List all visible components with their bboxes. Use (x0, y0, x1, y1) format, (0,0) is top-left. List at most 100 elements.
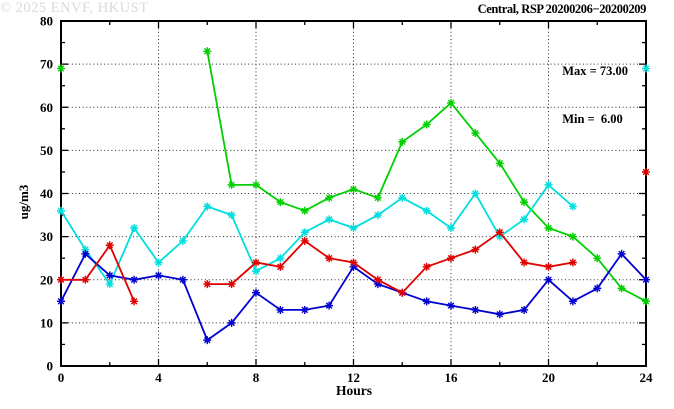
data-point-marker (300, 206, 309, 215)
x-tick-label: 8 (253, 370, 260, 385)
y-axis-label: ug/m3 (16, 184, 31, 220)
data-point-marker (325, 193, 334, 202)
data-point-marker (349, 262, 358, 271)
series-red (57, 167, 650, 306)
data-point-marker (276, 305, 285, 314)
data-point-marker (568, 232, 577, 241)
data-point-marker (398, 193, 407, 202)
data-point-marker (252, 180, 260, 189)
data-point-marker (422, 262, 431, 271)
data-point-marker (105, 271, 114, 280)
data-point-marker (642, 64, 650, 73)
data-point-marker (520, 258, 529, 267)
y-tick-label: 30 (40, 229, 53, 244)
data-point-marker (227, 180, 236, 189)
data-point-marker (642, 275, 650, 284)
series-green (57, 47, 650, 306)
data-point-marker (349, 258, 358, 267)
series-blue (57, 249, 650, 345)
data-point-marker (203, 202, 212, 211)
data-point-marker (398, 288, 407, 297)
data-point-marker (203, 47, 212, 56)
data-point-marker (105, 241, 114, 250)
data-point-marker (642, 167, 650, 176)
data-point-marker (300, 236, 309, 245)
data-point-marker (447, 224, 455, 232)
data-point-marker (227, 280, 236, 289)
data-point-marker (544, 224, 553, 232)
data-point-marker (471, 305, 480, 314)
data-point-marker (373, 280, 382, 289)
data-point-marker (105, 280, 114, 289)
watermark: © 2025 ENVF, HKUST (0, 0, 149, 16)
data-point-marker (495, 310, 504, 319)
data-point-marker (57, 206, 65, 215)
data-point-marker (276, 198, 285, 207)
y-tick-label: 80 (40, 14, 53, 29)
series-green-markers (57, 47, 650, 306)
min-value-label: Min = 6.00 (562, 112, 623, 126)
data-point-marker (495, 228, 504, 237)
data-point-marker (81, 275, 90, 284)
data-point-marker (495, 159, 504, 168)
x-tick-label: 4 (155, 370, 162, 385)
y-tick-label: 50 (40, 143, 53, 158)
data-point-marker (130, 275, 139, 284)
series-cyan (57, 64, 650, 289)
data-point-marker (130, 297, 139, 306)
chart-title: Central, RSP 20200206−20200209 (477, 2, 647, 16)
data-point-marker (81, 245, 90, 254)
data-point-marker (593, 284, 602, 293)
data-point-marker (300, 305, 309, 314)
data-point-marker (373, 193, 382, 202)
data-point-marker (447, 98, 455, 107)
data-point-marker (568, 202, 577, 211)
data-point-marker (252, 258, 260, 267)
data-point-marker (544, 180, 553, 189)
data-point-marker (520, 305, 529, 314)
data-point-marker (325, 301, 334, 310)
data-point-marker (471, 189, 480, 198)
y-tick-label: 20 (40, 272, 53, 287)
data-point-marker (520, 215, 529, 224)
x-axis-label: Hours (335, 383, 372, 398)
data-point-marker (325, 254, 334, 263)
tick-labels: 0 4 8 12 16 20 24 0 10 20 30 40 50 60 70 80 (40, 14, 653, 386)
y-tick-label: 60 (40, 100, 53, 115)
data-point-marker (203, 280, 212, 289)
x-tick-label: 0 (58, 370, 65, 385)
data-point-marker (642, 297, 650, 306)
data-point-marker (81, 249, 90, 258)
data-point-marker (617, 249, 626, 258)
data-point-marker (252, 267, 260, 276)
series-cyan-markers (57, 64, 650, 289)
x-tick-label: 12 (347, 370, 360, 385)
data-point-marker (447, 254, 455, 263)
data-point-marker (398, 137, 407, 146)
data-point-marker (57, 297, 65, 306)
data-point-marker (130, 224, 139, 232)
data-point-marker (178, 275, 187, 284)
x-tick-label: 16 (445, 370, 459, 385)
data-point-marker (568, 258, 577, 267)
data-point-marker (325, 215, 334, 224)
data-point-marker (373, 211, 382, 220)
data-point-marker (520, 198, 529, 207)
y-tick-label: 40 (40, 186, 53, 201)
data-point-marker (57, 275, 65, 284)
data-point-marker (471, 129, 480, 138)
series-red-markers (57, 167, 650, 306)
x-tick-label: 24 (640, 370, 654, 385)
data-point-marker (154, 271, 163, 280)
data-point-marker (203, 336, 212, 345)
maxmin-annotation: Max = 73.00 Min = 6.00 (562, 31, 628, 159)
data-point-marker (373, 275, 382, 284)
data-point-marker (227, 211, 236, 220)
x-tick-label: 20 (542, 370, 555, 385)
data-point-marker (544, 275, 553, 284)
data-point-marker (154, 258, 163, 267)
data-point-marker (252, 288, 260, 297)
data-point-marker (57, 64, 65, 73)
